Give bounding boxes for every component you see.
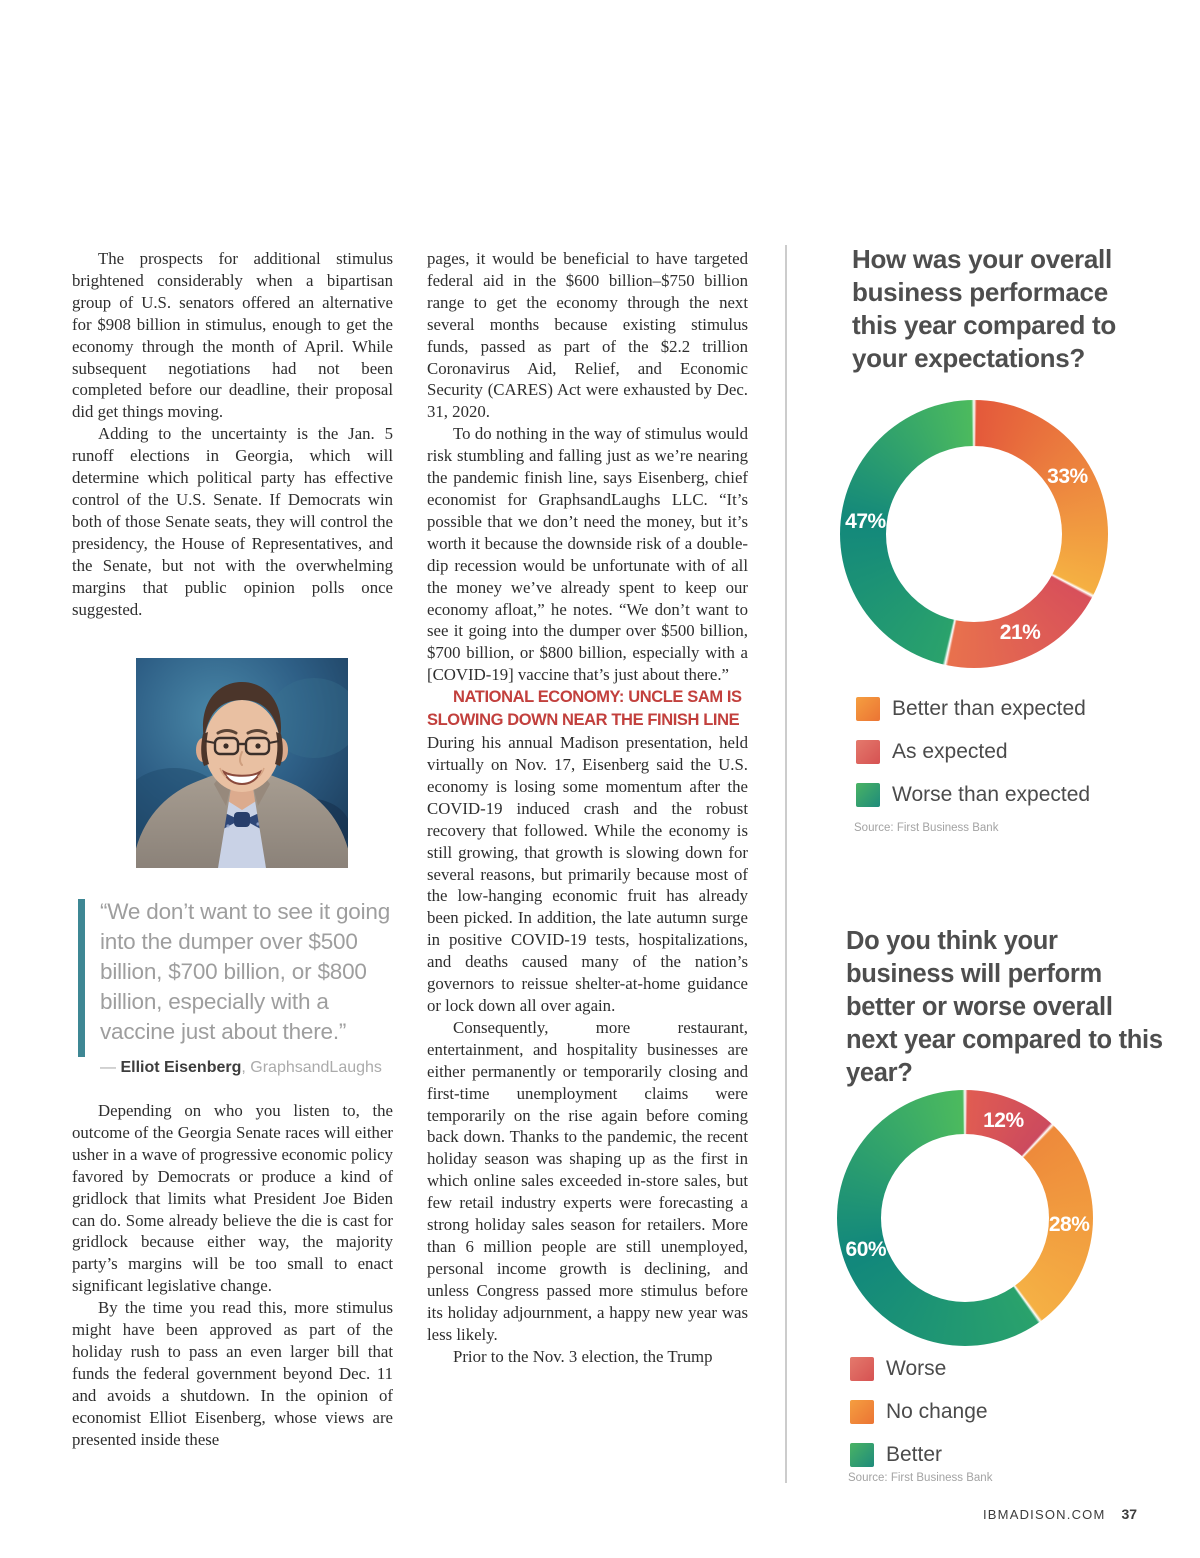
legend-swatch xyxy=(850,1443,874,1467)
section-heading: NATIONAL ECONOMY: UNCLE SAM IS SLOWING D… xyxy=(427,688,742,730)
article-paragraph: Consequently, more restaurant, entertain… xyxy=(427,1017,748,1344)
article-paragraph: Prior to the Nov. 3 election, the Trump xyxy=(453,1346,713,1366)
legend-swatch xyxy=(850,1357,874,1381)
article-paragraph: pages, it would be beneficial to have ta… xyxy=(427,249,748,422)
chart1-legend: Better than expected As expected Worse tha… xyxy=(856,697,1090,807)
pull-quote-attribution: — Elliot Eisenberg, GraphsandLaughs xyxy=(100,1059,394,1077)
article-paragraph: During his annual Madison presentation, … xyxy=(427,733,748,1015)
pull-quote: “We don’t want to see it going into the … xyxy=(78,897,394,1077)
article-paragraph: Depending on who you listen to, the outc… xyxy=(72,1101,393,1296)
donut-percent-label: 60% xyxy=(845,1238,887,1262)
article-paragraph: By the time you read this, more stimulus… xyxy=(72,1298,393,1449)
donut-percent-label: 33% xyxy=(1047,465,1088,489)
legend-swatch xyxy=(856,697,880,721)
page-footer: IBMADISON.COM 37 xyxy=(983,1506,1137,1522)
legend-label: No change xyxy=(886,1400,988,1423)
pull-quote-text: “We don’t want to see it going into the … xyxy=(100,899,391,1044)
article-column-1-lower: Depending on who you listen to, the outc… xyxy=(72,1100,393,1451)
chart1-donut-hole xyxy=(886,446,1062,622)
article-paragraph: Adding to the uncertainty is the Jan. 5 … xyxy=(72,424,393,619)
legend-item: Worse than expected xyxy=(856,783,1090,807)
chart1-donut: 33% 21% 47% xyxy=(840,400,1108,668)
pull-quote-bar xyxy=(78,899,85,1057)
chart2-donut-hole xyxy=(881,1134,1049,1302)
chart2-title: Do you think your business will perform … xyxy=(846,927,1163,1087)
legend-label: Better xyxy=(886,1443,943,1466)
legend-item: Better xyxy=(850,1443,988,1467)
footer-page-number: 37 xyxy=(1121,1506,1138,1522)
article-paragraph: The prospects for additional stimulus br… xyxy=(72,249,393,422)
chart2-source: Source: First Business Bank xyxy=(848,1472,993,1484)
attribution-dash: — xyxy=(100,1059,121,1076)
legend-swatch xyxy=(856,783,880,807)
legend-swatch xyxy=(850,1400,874,1424)
donut-percent-label: 28% xyxy=(1048,1212,1090,1236)
legend-label: As expected xyxy=(892,740,1008,763)
chart1-source: Source: First Business Bank xyxy=(854,822,999,834)
column-divider xyxy=(785,245,787,1483)
donut-percent-label: 47% xyxy=(845,510,886,534)
legend-label: Better than expected xyxy=(892,697,1086,720)
attribution-affiliation: , GraphsandLaughs xyxy=(241,1059,382,1076)
donut-percent-label: 12% xyxy=(983,1109,1024,1132)
footer-site: IBMADISON.COM xyxy=(983,1507,1106,1522)
article-column-1-upper: The prospects for additional stimulus br… xyxy=(72,248,393,620)
article-column-2: pages, it would be beneficial to have ta… xyxy=(427,248,748,1367)
legend-item: As expected xyxy=(856,740,1090,764)
article-paragraph: To do nothing in the way of stimulus wou… xyxy=(427,424,748,685)
attribution-name: Elliot Eisenberg xyxy=(120,1059,242,1076)
legend-item: Better than expected xyxy=(856,697,1090,721)
portrait-photo-elliot-eisenberg xyxy=(122,658,360,868)
legend-item: Worse xyxy=(850,1357,988,1381)
portrait-illustration xyxy=(122,658,360,868)
chart2-legend: Worse No change Better xyxy=(850,1357,988,1467)
legend-item: No change xyxy=(850,1400,988,1424)
chart1-title: How was your overall business performace… xyxy=(852,244,1116,373)
donut-percent-label: 21% xyxy=(999,621,1041,645)
legend-label: Worse than expected xyxy=(892,783,1091,806)
chart2-donut: 12% 28% 60% xyxy=(837,1090,1093,1346)
legend-swatch xyxy=(856,740,880,764)
legend-label: Worse xyxy=(886,1357,947,1380)
